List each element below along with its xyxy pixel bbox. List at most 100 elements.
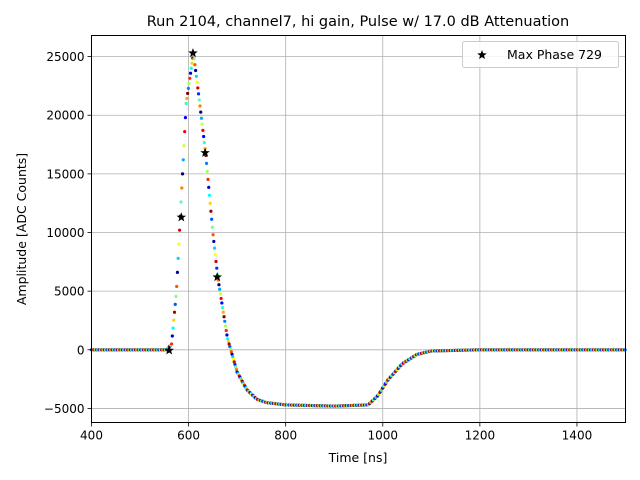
y-tick-label: 15000 <box>46 167 84 181</box>
y-axis-ticks: −5000 0 5000 10000 15000 20000 25000 <box>44 50 92 416</box>
max-phase-star <box>164 345 174 355</box>
pulse-point <box>213 253 217 257</box>
pulse-point <box>219 296 223 301</box>
pulse-point <box>197 98 201 102</box>
pulse-point <box>185 96 189 101</box>
pulse-point <box>206 177 210 181</box>
pulse-point <box>226 339 230 344</box>
pulse-point <box>170 342 174 346</box>
pulse-point <box>182 144 186 148</box>
pulse-point <box>208 201 212 205</box>
max-phase-star <box>188 48 198 58</box>
pulse-point <box>171 326 175 330</box>
pulse-point <box>200 122 204 126</box>
pulse-point <box>224 328 228 333</box>
pulse-point <box>199 116 204 120</box>
pulse-point <box>223 319 227 323</box>
max-phase-markers <box>164 48 222 355</box>
pulse-point <box>226 337 230 341</box>
max-phase-star <box>176 212 187 222</box>
plot-frame <box>91 35 626 423</box>
pulse-point <box>228 347 233 351</box>
pulse-point <box>172 310 177 314</box>
pulse-point <box>190 61 194 65</box>
y-tick-label: 0 <box>77 343 85 357</box>
pulse-point <box>212 246 217 250</box>
pulse-point <box>220 305 225 310</box>
pulse-point <box>207 185 211 189</box>
pulse-point <box>233 362 237 367</box>
pulse-point <box>210 225 214 229</box>
pulse-point <box>234 367 239 372</box>
pulse-point <box>225 333 229 337</box>
legend-label: Max Phase 729 <box>507 47 602 62</box>
x-tick-label: 600 <box>177 429 200 443</box>
pulse-point <box>199 110 203 114</box>
y-tick-label: −5000 <box>44 402 85 416</box>
pulse-point <box>205 169 209 173</box>
pulse-point <box>221 310 225 314</box>
pulse-point <box>194 68 198 73</box>
pulse-point <box>181 158 185 162</box>
pulse-point <box>174 294 178 299</box>
pulse-point <box>178 228 182 232</box>
pulse-point <box>223 324 228 328</box>
x-axis-label: Time [ns] <box>328 450 388 465</box>
pulse-point <box>189 66 193 70</box>
pulse-point <box>176 256 180 260</box>
x-tick-label: 1000 <box>367 429 398 443</box>
pulse-point <box>175 284 179 289</box>
pulse-point <box>172 318 176 322</box>
y-tick-label: 5000 <box>54 285 85 299</box>
pulse-point <box>234 365 238 369</box>
pulse-point <box>186 86 190 90</box>
y-tick-label: 10000 <box>46 226 84 240</box>
pulse-point <box>217 283 221 287</box>
pulse-point <box>196 86 200 90</box>
pulse-point <box>188 76 192 80</box>
pulse-point <box>183 115 188 120</box>
pulse-point <box>207 193 212 197</box>
pulse-point <box>232 360 236 364</box>
pulse-point <box>210 217 214 221</box>
pulse-point <box>170 334 174 338</box>
pulse-points <box>89 51 627 408</box>
pulse-point <box>229 350 233 354</box>
pulse-point <box>228 344 232 349</box>
pulse-point <box>220 301 224 305</box>
pulse-point <box>211 233 215 237</box>
pulse-point <box>196 92 201 96</box>
x-tick-label: 400 <box>80 429 103 443</box>
pulse-point <box>218 287 222 291</box>
pulse-point <box>179 200 183 204</box>
pulse-point <box>212 239 216 244</box>
pulse-point <box>222 315 226 319</box>
x-tick-label: 800 <box>274 429 297 443</box>
max-phase-star <box>212 272 222 282</box>
pulse-point <box>202 134 206 139</box>
pulse-point <box>186 91 190 96</box>
legend-box <box>462 41 619 68</box>
pulse-point <box>230 352 234 356</box>
pulse-point <box>175 270 180 274</box>
pulse-point <box>209 209 213 213</box>
pulse-point <box>194 74 198 78</box>
pulse-point <box>198 104 202 108</box>
pulse-point <box>214 259 218 264</box>
y-tick-label: 20000 <box>46 109 84 123</box>
x-axis-ticks: 400 600 800 1000 1200 1400 <box>80 422 592 443</box>
pulse-point <box>204 161 209 166</box>
pulse-point <box>173 302 177 306</box>
pulse-point <box>202 141 206 145</box>
pulse-point <box>180 186 184 190</box>
pulse-point <box>183 130 187 134</box>
max-phase-star <box>200 147 210 157</box>
pulse-point <box>195 80 199 84</box>
pulse-point <box>180 172 185 176</box>
pulse-point <box>215 266 219 270</box>
legend-star-icon <box>477 50 487 60</box>
pulse-point <box>187 81 191 85</box>
pulse-point <box>193 63 197 67</box>
